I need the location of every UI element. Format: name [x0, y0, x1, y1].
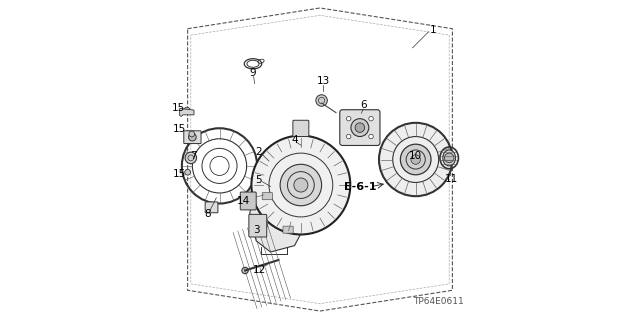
- Text: TP64E0611: TP64E0611: [413, 297, 463, 306]
- FancyBboxPatch shape: [283, 226, 293, 233]
- Circle shape: [379, 123, 452, 196]
- Text: 12: 12: [253, 264, 266, 275]
- Text: 7: 7: [190, 151, 196, 161]
- Text: 1: 1: [430, 25, 436, 35]
- Text: 9: 9: [249, 68, 256, 78]
- FancyBboxPatch shape: [293, 120, 309, 137]
- FancyBboxPatch shape: [184, 131, 201, 144]
- Circle shape: [246, 197, 254, 205]
- Circle shape: [401, 144, 431, 175]
- Circle shape: [346, 116, 351, 121]
- Circle shape: [355, 123, 365, 132]
- FancyBboxPatch shape: [240, 192, 256, 210]
- Circle shape: [189, 131, 195, 137]
- Circle shape: [346, 134, 351, 139]
- FancyBboxPatch shape: [262, 193, 273, 200]
- Circle shape: [316, 95, 327, 106]
- Circle shape: [369, 134, 373, 139]
- FancyBboxPatch shape: [205, 202, 218, 213]
- FancyBboxPatch shape: [249, 214, 267, 237]
- Circle shape: [184, 107, 190, 113]
- Text: 15: 15: [173, 169, 186, 179]
- Circle shape: [185, 169, 191, 175]
- Text: 6: 6: [360, 100, 366, 110]
- FancyBboxPatch shape: [257, 220, 268, 227]
- Text: 5: 5: [255, 175, 262, 185]
- Circle shape: [294, 178, 308, 192]
- Circle shape: [369, 116, 373, 121]
- Circle shape: [280, 164, 321, 206]
- Circle shape: [185, 152, 196, 164]
- Text: 10: 10: [409, 151, 422, 161]
- Text: 13: 13: [317, 76, 330, 86]
- Text: 11: 11: [445, 174, 458, 184]
- Ellipse shape: [443, 150, 456, 166]
- Circle shape: [411, 155, 420, 164]
- Circle shape: [242, 267, 248, 274]
- Text: 3: 3: [253, 225, 259, 235]
- Circle shape: [189, 133, 196, 141]
- Text: 8: 8: [204, 209, 211, 219]
- Text: E-6-1: E-6-1: [344, 182, 376, 192]
- Text: 4: 4: [291, 135, 298, 145]
- Text: 15: 15: [173, 124, 186, 134]
- Text: 2: 2: [255, 146, 262, 157]
- Circle shape: [253, 219, 262, 228]
- Circle shape: [351, 119, 369, 137]
- Text: 15: 15: [172, 103, 185, 114]
- Circle shape: [252, 136, 350, 234]
- FancyBboxPatch shape: [340, 110, 380, 145]
- Polygon shape: [180, 108, 194, 116]
- Circle shape: [444, 153, 454, 163]
- Text: 14: 14: [237, 196, 250, 206]
- Polygon shape: [250, 179, 306, 252]
